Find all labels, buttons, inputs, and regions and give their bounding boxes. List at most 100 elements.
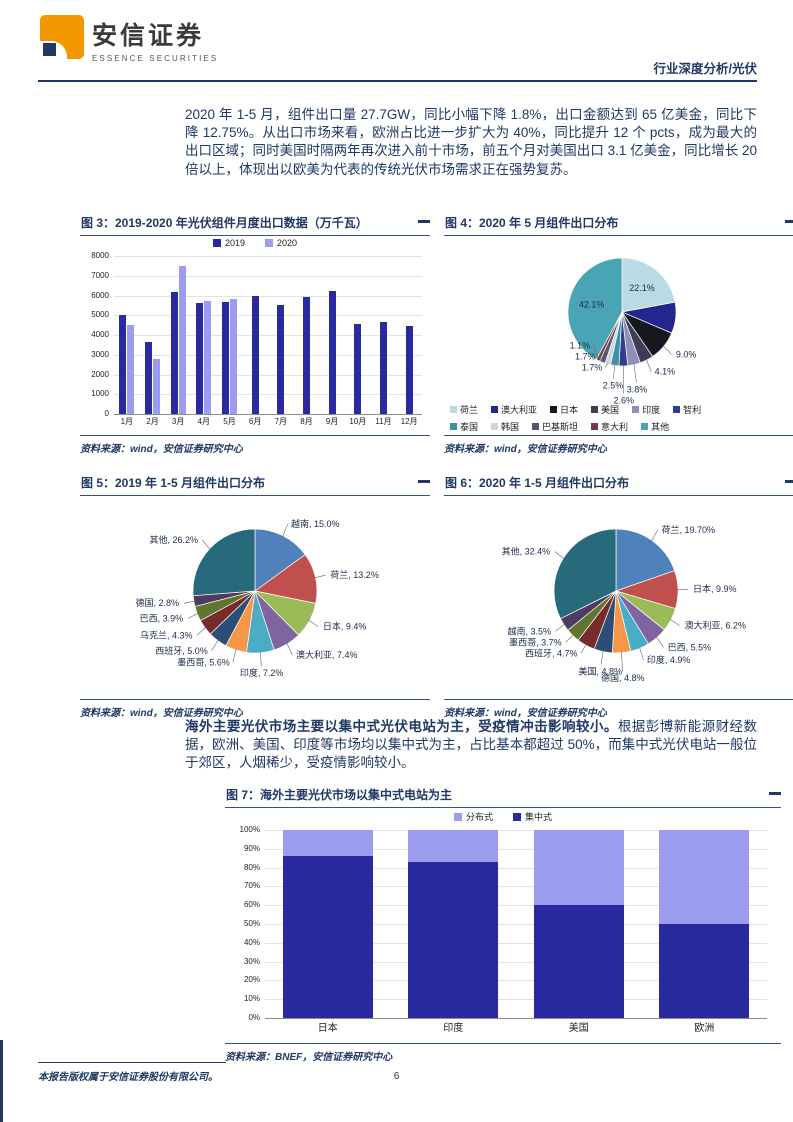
fig6-2020-export-pie-chart: 美国, 4.8% 西班牙, 4.7% 墨西哥, 3.7% 越南, 3.5% 其他, 32…: [444, 496, 793, 696]
pie-label: 荷兰, 13.2%: [330, 569, 379, 580]
leader-line: [645, 358, 652, 372]
x-axis-label: 8月: [300, 417, 313, 426]
y-axis-tick: 0: [104, 409, 109, 418]
figure-7-title-text: 图 7：海外主要光伏市场以集中式电站为主: [226, 788, 453, 802]
leader-line: [286, 642, 293, 656]
x-axis-label: 1月: [120, 417, 134, 426]
pie-label: 西班牙, 5.0%: [155, 645, 208, 656]
bar-2020: [153, 358, 160, 414]
stack-分布式: [282, 830, 373, 857]
legend-swatch: [491, 423, 499, 430]
bar-2019: [222, 302, 229, 414]
legend-label: 2019: [224, 238, 245, 248]
y-axis-tick: 1000: [91, 389, 109, 399]
gridline: [265, 830, 767, 831]
pie-label: 2.5%: [603, 380, 624, 390]
figure-3-source: 资料来源：wind，安信证券研究中心: [80, 435, 430, 455]
leader-line: [565, 634, 574, 643]
leader-line: [604, 362, 609, 368]
legend-label: 荷兰: [460, 405, 479, 415]
gridline: [114, 256, 422, 257]
y-axis-tick: 3000: [91, 349, 109, 359]
pie-label: 墨西哥, 3.7%: [509, 637, 562, 647]
legend-item-集中式: 集中式: [513, 810, 552, 823]
legend-swatch: [212, 239, 221, 247]
legend-swatch: [641, 423, 649, 430]
legend-swatch: [591, 423, 599, 430]
y-axis-tick: 20%: [243, 975, 260, 985]
legend-item-日本: 日本: [550, 403, 578, 416]
leader-line: [187, 612, 199, 619]
legend-item-智利: 智利: [673, 403, 701, 416]
gridline: [114, 414, 422, 415]
pie-label: 1.7%: [582, 362, 603, 372]
brand-subtitle: ESSENCE SECURITIES: [92, 54, 219, 63]
figure-6-title-text: 图 6：2020 年 1-5 月组件出口分布: [445, 476, 630, 490]
fig3-legend: 2019 2020: [80, 238, 430, 248]
pie-label: 其他, 26.2%: [149, 534, 198, 545]
legend-swatch: [265, 239, 273, 247]
pie-label: 美国, 4.8%: [579, 665, 623, 676]
legend-item-韩国: 韩国: [491, 420, 519, 433]
pie-label: 澳大利亚, 7.4%: [296, 649, 358, 660]
pie-label: 墨西哥, 5.6%: [177, 657, 230, 667]
gridline: [265, 1018, 767, 1019]
leader-line: [655, 636, 664, 648]
leader-line: [669, 618, 680, 626]
leader-line: [639, 647, 644, 661]
legend-item-其他: 其他: [641, 420, 669, 433]
legend-swatch: [450, 423, 457, 430]
legend-label: 澳大利亚: [501, 405, 538, 415]
leader-line: [633, 363, 637, 383]
legend-label: 其他: [651, 422, 670, 432]
pie-label: 印度, 4.9%: [647, 654, 691, 665]
gridline: [265, 961, 767, 963]
legend-item-澳大利亚: 澳大利亚: [491, 403, 537, 416]
y-axis-tick: 40%: [243, 937, 260, 947]
bar-2019: [277, 305, 285, 414]
legend-label: 分布式: [465, 812, 493, 822]
figure-5: 图 5：2019 年 1-5 月组件出口分布 墨西哥, 5.6% 西班牙, 5.0…: [80, 472, 430, 719]
bar-2019: [196, 303, 204, 414]
figure-6-source: 资料来源：wind，安信证券研究中心: [444, 699, 793, 719]
y-axis-tick: 80%: [243, 862, 260, 872]
fig5-2019-export-pie-chart: 墨西哥, 5.6% 西班牙, 5.0% 乌克兰, 4.3% 巴西, 3.9% 德国, 2…: [80, 496, 430, 696]
fig4-may-export-pie-chart: 22.1% 42.1% 2.5% 1.7% 1.7% 1.1% 9.0% 4.1% 3.8% 2.…: [444, 236, 793, 432]
bar-2020: [178, 265, 186, 414]
fig4-pie-svg: 22.1%42.1%2.5%1.7%1.7%1.1%9.0%4.1%3.8%2.…: [567, 257, 696, 406]
pie-label: 印度, 7.2%: [240, 667, 284, 678]
legend-label: 意大利: [601, 422, 629, 432]
legend-item-荷兰: 荷兰: [450, 403, 478, 416]
leader-line: [650, 529, 658, 542]
legend-swatch: [673, 406, 681, 413]
legend-label: 美国: [601, 405, 620, 415]
report-category-label: 行业深度分析/光伏: [653, 62, 757, 76]
y-axis-tick: 70%: [243, 881, 260, 891]
legend-swatch: [532, 423, 540, 430]
logo-blue-square: [43, 43, 56, 56]
pie-label: 德国, 4.8%: [601, 672, 645, 683]
leader-line: [555, 623, 566, 632]
figure-3-title: 图 3：2019-2020 年光伏组件月度出口数据（万千瓦）: [80, 212, 430, 236]
figure-4-title: 图 4：2020 年 5 月组件出口分布: [444, 212, 793, 236]
fig7-legend: 分布式 集中式: [225, 810, 781, 823]
pie-label: 德国, 2.8%: [135, 597, 179, 608]
y-axis-tick: 10%: [243, 994, 260, 1004]
bar-2020: [230, 299, 237, 414]
figure-6: 图 6：2020 年 1-5 月组件出口分布 美国, 4.8% 西班牙, 4.7%…: [444, 472, 793, 719]
pie-label: 2.6%: [613, 396, 634, 406]
gridline: [114, 275, 422, 277]
brand-block: 安信证券 ESSENCE SECURITIES: [92, 16, 218, 63]
pie-label: 澳大利亚, 6.2%: [685, 620, 747, 631]
leader-line: [662, 345, 672, 355]
paragraph-overseas-rest: 根据彭博新能源财经数据，欧洲、美国、印度等市场均以集中式为主，占比基本都超过 5…: [185, 718, 758, 771]
x-axis-label: 10月: [349, 417, 367, 426]
bar-2019: [170, 291, 178, 414]
gridline: [265, 942, 767, 944]
bar-2020: [127, 325, 135, 414]
gridline: [265, 924, 767, 925]
left-edge-accent-bar: [0, 1040, 3, 1122]
stack-集中式: [282, 856, 373, 1018]
legend-item-印度: 印度: [632, 403, 660, 416]
